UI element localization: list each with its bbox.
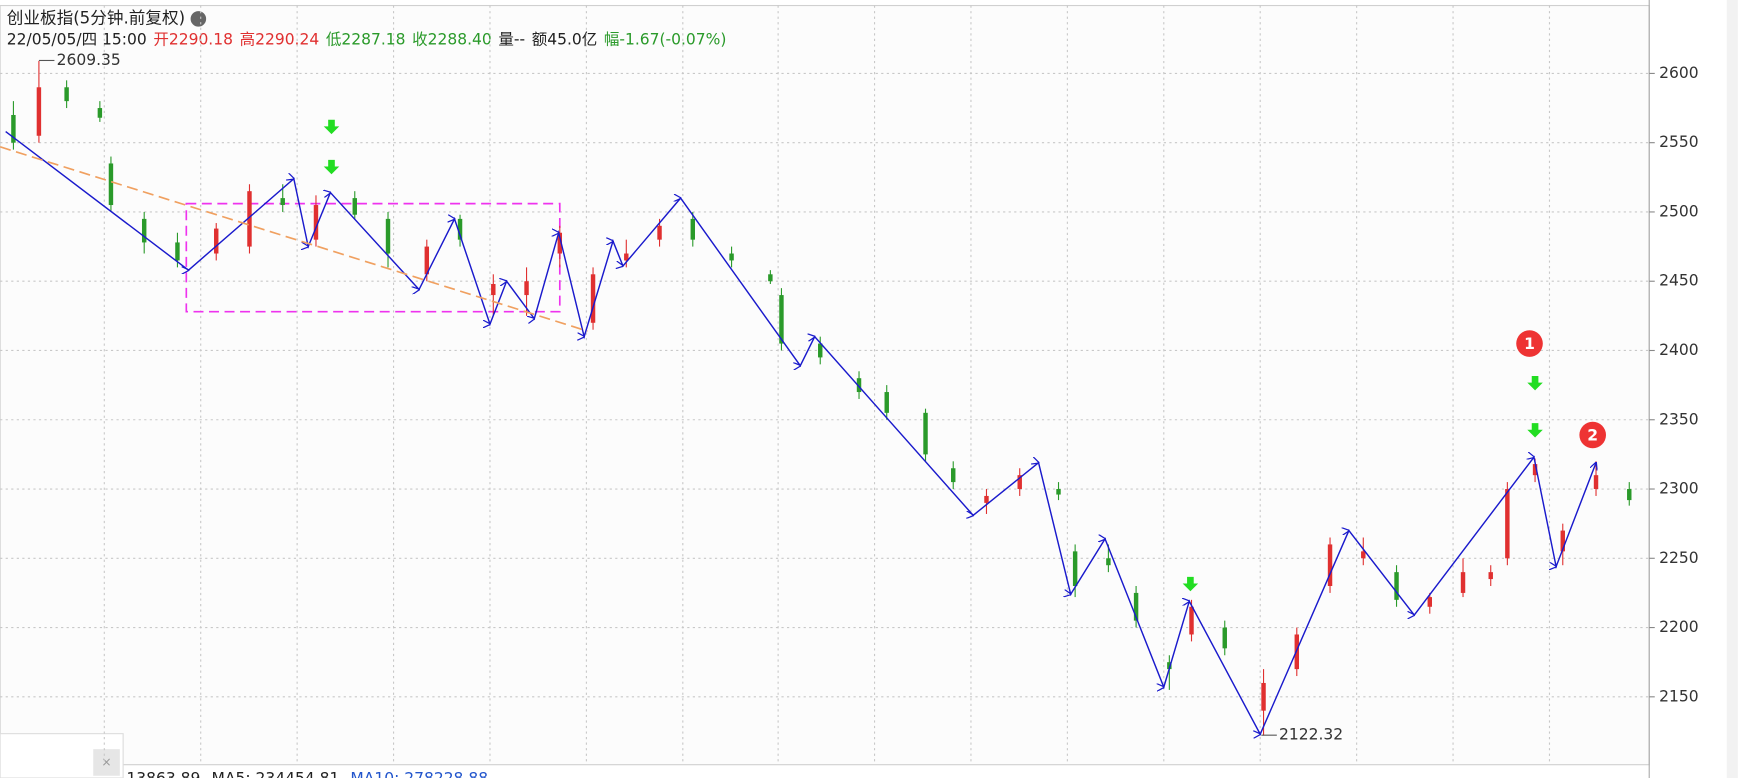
info-item: 收2288.40 <box>412 30 492 48</box>
candle-body <box>690 218 696 240</box>
close-icon[interactable]: × <box>101 755 111 769</box>
candle-body <box>1261 682 1266 711</box>
candle-body <box>590 274 596 323</box>
price-label: 2122.32 <box>1279 726 1343 744</box>
candle-body <box>1056 489 1061 495</box>
candle-body <box>141 218 147 243</box>
title-dropdown[interactable] <box>190 11 207 27</box>
y-tick-label: 2350 <box>1659 410 1698 428</box>
signal-arrow <box>1182 576 1199 592</box>
candle-body <box>923 412 928 455</box>
signal-arrow <box>1527 375 1543 391</box>
candle-body <box>1327 544 1333 586</box>
y-tick-label: 2150 <box>1659 687 1698 705</box>
y-tick-label: 2550 <box>1659 133 1698 151</box>
candle-body <box>768 274 773 282</box>
signal-arrow <box>1527 423 1543 438</box>
candle-body <box>1488 572 1493 580</box>
candle-body <box>491 283 496 296</box>
badge <box>1579 421 1606 449</box>
y-tick-label: 2400 <box>1659 341 1698 359</box>
info-item: 幅-1.67(-0.07%) <box>604 30 727 48</box>
candle-body <box>1361 551 1366 559</box>
info-item: 开2290.18 <box>153 30 233 48</box>
candle-body <box>1593 475 1599 490</box>
candle-body <box>524 281 529 296</box>
trend-line <box>0 146 588 332</box>
signal-arrow <box>323 159 340 175</box>
candle-body <box>214 228 219 254</box>
badge <box>1516 330 1543 357</box>
candle-body <box>385 218 391 254</box>
y-tick-label: 2500 <box>1659 202 1698 220</box>
info-item: 额45.0亿 <box>532 30 598 48</box>
badge-label: 1 <box>1524 335 1535 353</box>
signal-arrow <box>323 119 340 135</box>
candle-body <box>64 87 69 102</box>
candle-body <box>729 253 734 261</box>
candle-body <box>352 198 357 215</box>
candle-body <box>175 242 180 261</box>
y-tick-label: 2450 <box>1659 272 1698 290</box>
candle-body <box>1505 489 1510 559</box>
candle-body <box>951 468 956 483</box>
footer-item: MA5: 234454.81 <box>212 770 340 778</box>
candle-body <box>11 114 16 143</box>
y-tick-label: 2200 <box>1659 618 1698 636</box>
zigzag-line <box>5 131 1596 735</box>
y-tick-label: 2600 <box>1659 64 1698 82</box>
plot-area <box>0 4 1650 766</box>
info-item: 高2290.24 <box>240 30 320 48</box>
close-button[interactable] <box>93 749 120 776</box>
candle-body <box>108 163 114 206</box>
candle-body <box>1222 627 1227 649</box>
candle-body <box>280 198 285 206</box>
candle-body <box>36 87 42 136</box>
price-label: 2609.35 <box>57 51 121 69</box>
candle-body <box>1394 572 1399 600</box>
footer-item: 13863.89 <box>126 770 200 778</box>
candle-body <box>984 495 989 503</box>
y-tick-label: 2250 <box>1659 549 1698 567</box>
info-item: 低2287.18 <box>326 30 406 48</box>
candle-body <box>657 225 662 240</box>
y-tick-label: 2300 <box>1659 480 1698 498</box>
candle-body <box>1427 597 1432 607</box>
candle-body <box>97 108 103 118</box>
side-toolbar <box>1726 0 1738 778</box>
candle-body <box>1627 489 1632 501</box>
candle-body <box>884 392 889 413</box>
badge-label: 2 <box>1587 427 1598 445</box>
info-item: 量-- <box>498 30 525 48</box>
info-item: 22/05/05/四 15:00 <box>7 30 147 48</box>
candle-body <box>1072 551 1078 586</box>
footer-item: MA10: 278228.88 <box>350 770 488 778</box>
chart-title: 创业板指(5分钟.前复权) <box>7 8 185 27</box>
candle-body <box>1189 606 1194 635</box>
candle-body <box>1460 572 1466 593</box>
candle-body <box>1106 558 1111 566</box>
